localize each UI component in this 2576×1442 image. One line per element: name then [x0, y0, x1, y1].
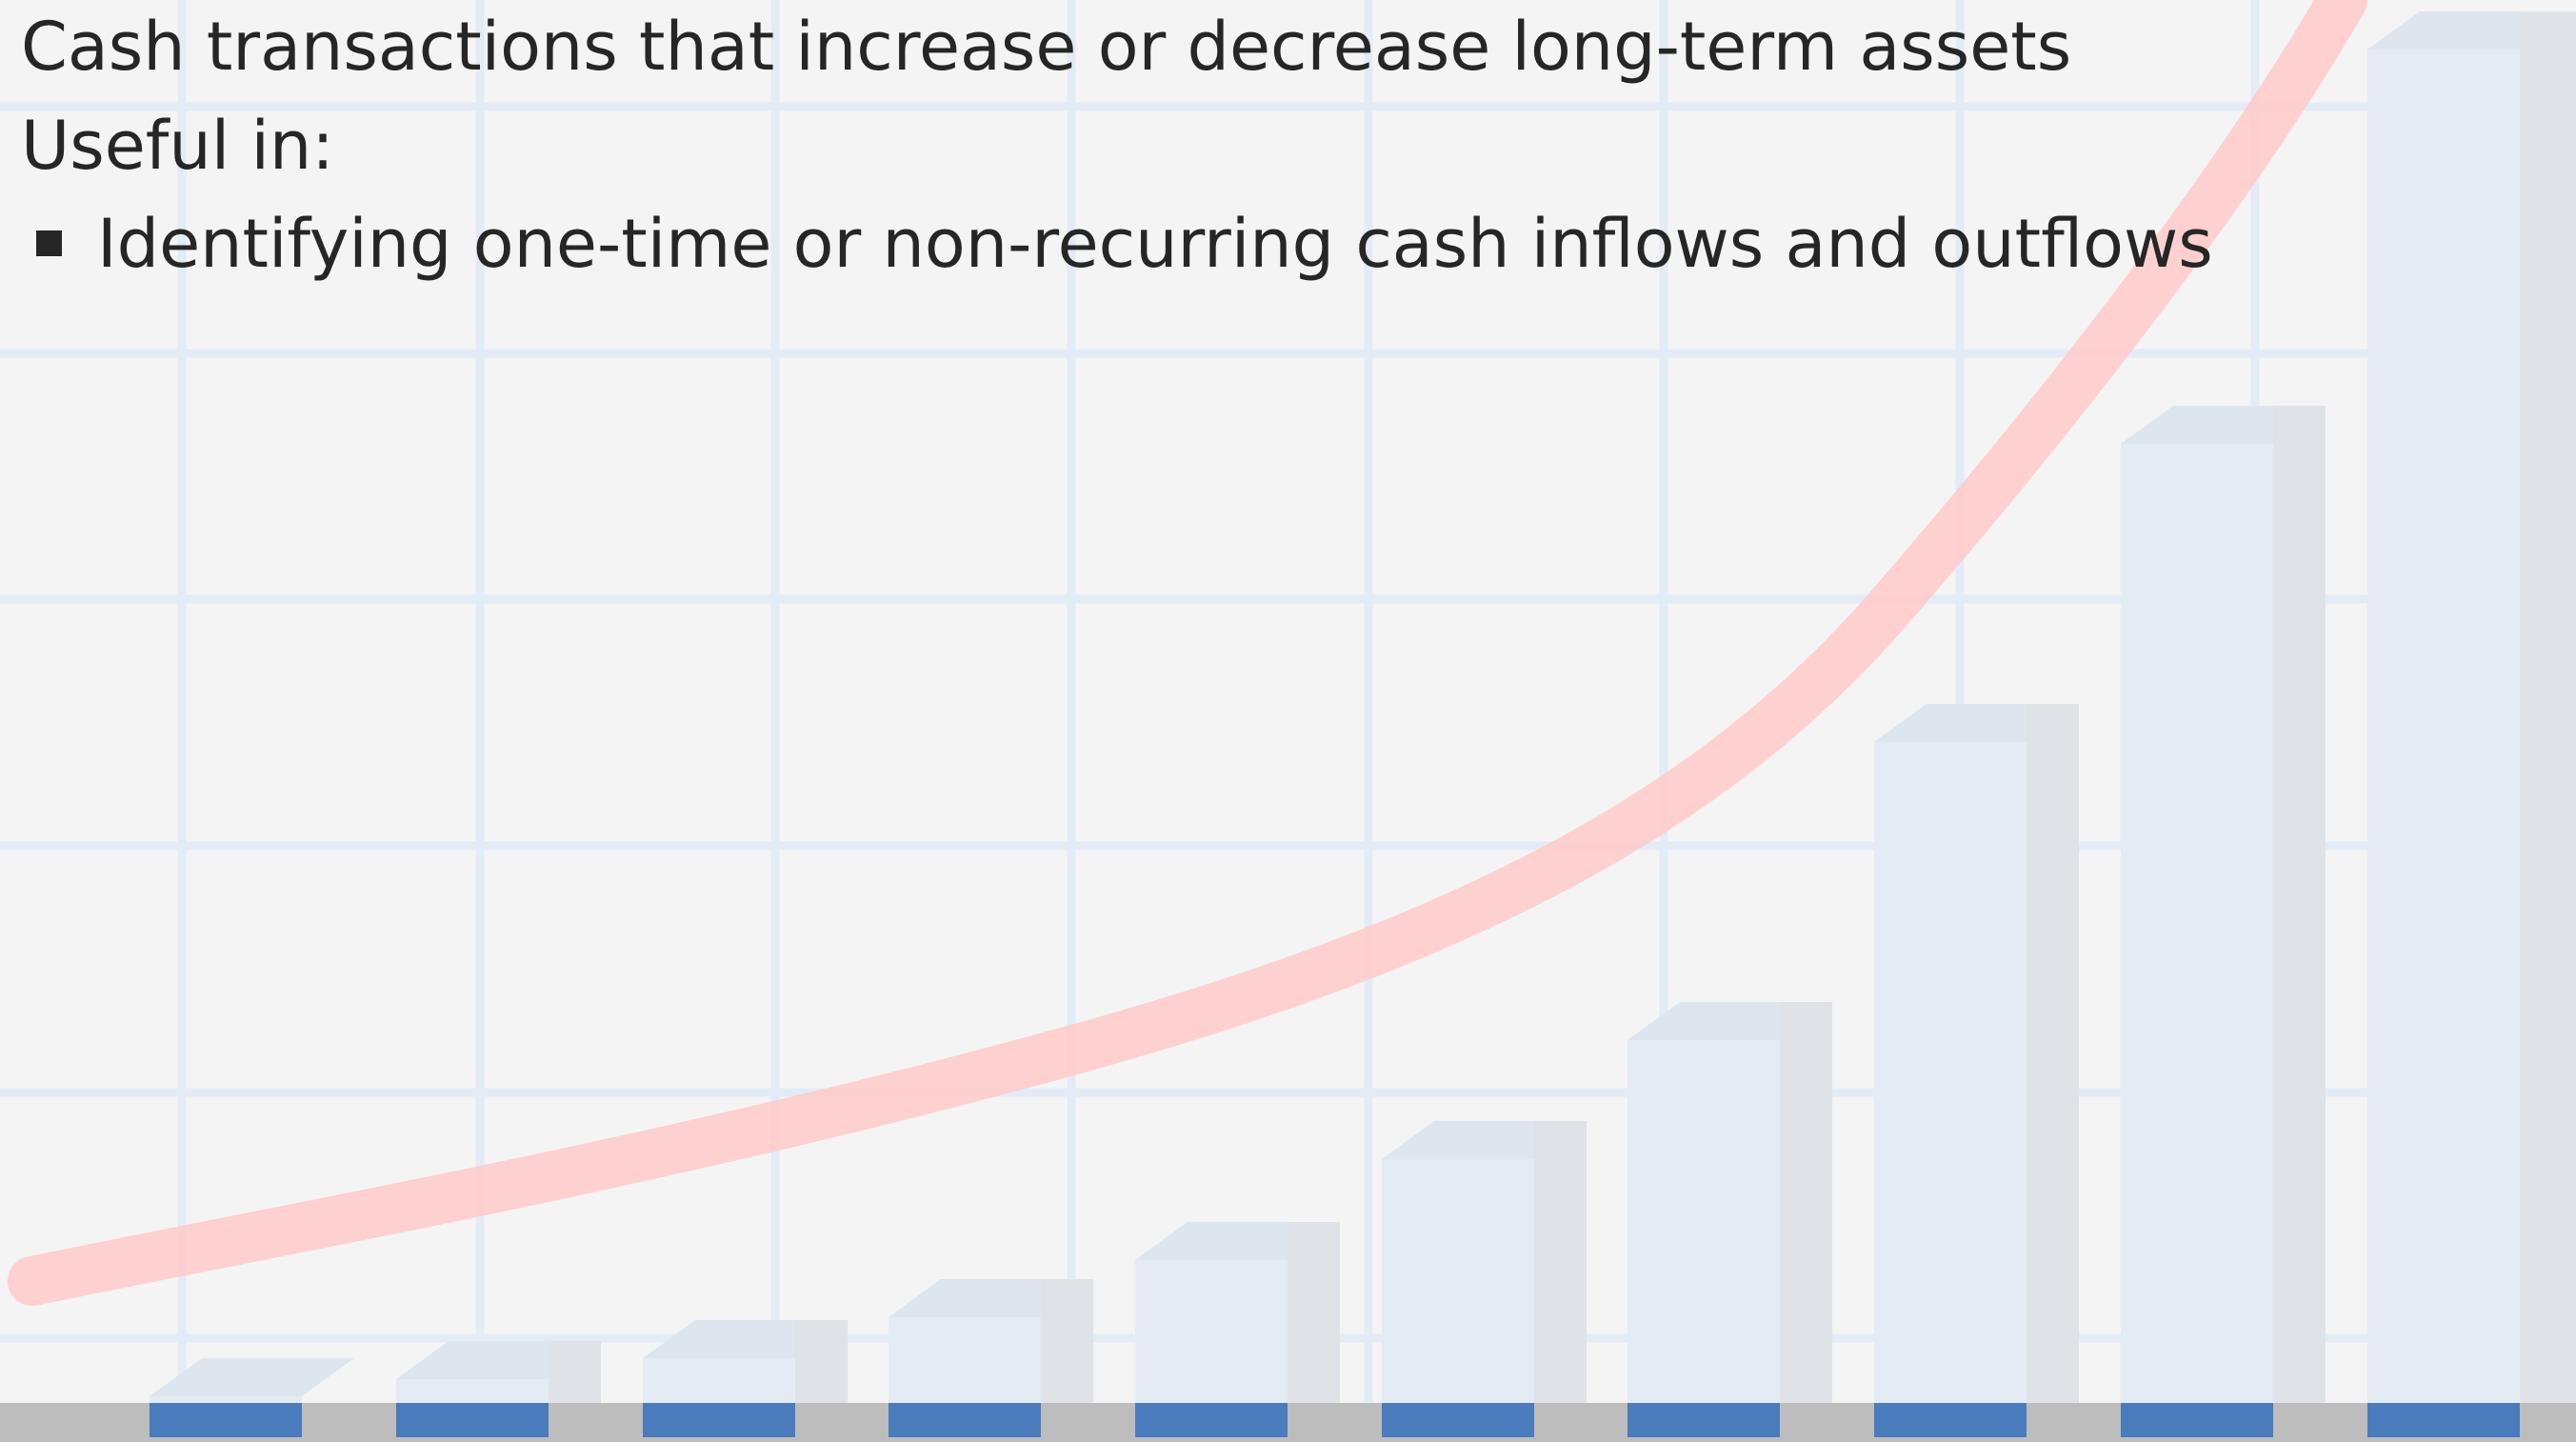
slide: Cash transactions that increase or decre… [0, 0, 2576, 1442]
text-line: Useful in: [21, 112, 334, 179]
bullet-marker [36, 230, 62, 256]
bullet-item: Identifying one-time or non-recurring ca… [97, 210, 2213, 277]
text-line: Cash transactions that increase or decre… [21, 13, 2071, 80]
